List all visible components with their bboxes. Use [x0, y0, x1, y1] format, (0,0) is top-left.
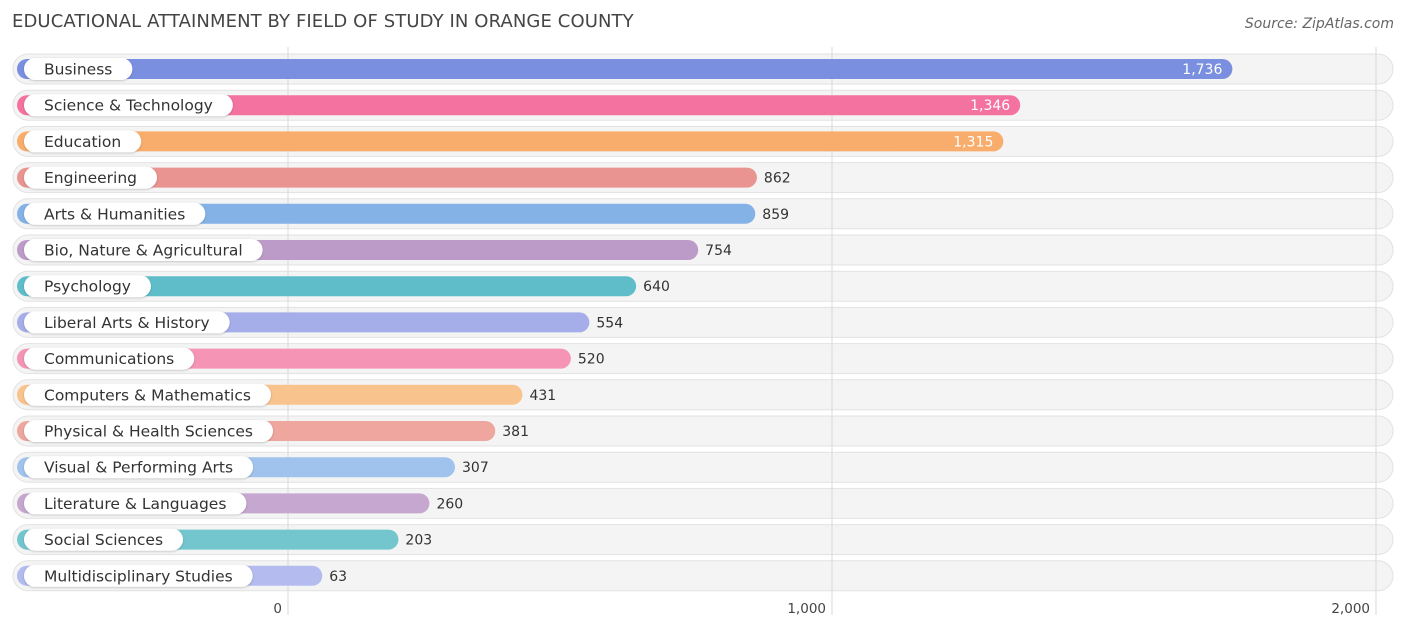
category-label: Social Sciences	[44, 531, 163, 549]
chart-title: EDUCATIONAL ATTAINMENT BY FIELD OF STUDY…	[12, 11, 634, 32]
value-label: 63	[329, 569, 347, 585]
category-pill	[24, 130, 142, 153]
bar	[17, 276, 637, 297]
category-pill	[24, 564, 253, 587]
category-pill	[24, 166, 157, 189]
source-label: Source: ZipAtlas.com	[1244, 16, 1394, 32]
category-pill	[24, 94, 233, 117]
category-label: Multidisciplinary Studies	[44, 567, 233, 585]
x-tick-label: 0	[273, 601, 282, 617]
value-label: 520	[578, 352, 605, 368]
value-label: 431	[529, 388, 556, 404]
bar	[17, 131, 1004, 152]
category-label: Engineering	[44, 169, 137, 187]
value-label: 554	[596, 315, 623, 331]
category-label: Visual & Performing Arts	[44, 459, 233, 477]
category-pill	[24, 383, 271, 406]
value-label: 1,315	[953, 134, 993, 150]
value-label: 862	[764, 171, 791, 187]
category-label: Bio, Nature & Agricultural	[44, 242, 243, 260]
x-tick-label: 2,000	[1331, 601, 1370, 617]
category-pill	[24, 528, 184, 551]
bar	[17, 59, 1233, 79]
category-label: Psychology	[44, 278, 131, 296]
value-label: 1,736	[1182, 62, 1222, 78]
category-label: Physical & Health Sciences	[44, 423, 253, 441]
value-label: 307	[462, 460, 489, 476]
category-label: Arts & Humanities	[44, 205, 185, 223]
bar	[17, 95, 1021, 116]
category-pill	[24, 202, 206, 225]
category-pill	[24, 239, 263, 261]
category-label: Liberal Arts & History	[44, 314, 210, 332]
bar	[17, 167, 757, 188]
category-label: Education	[44, 133, 121, 151]
value-label: 381	[502, 424, 529, 440]
x-tick-label: 1,000	[787, 601, 826, 617]
category-pill	[24, 492, 247, 515]
category-label: Literature & Languages	[44, 495, 226, 513]
value-label: 640	[643, 279, 670, 295]
category-label: Computers & Mathematics	[44, 386, 251, 404]
value-label: 1,346	[970, 98, 1010, 114]
value-label: 260	[436, 496, 463, 512]
category-label: Science & Technology	[44, 97, 213, 115]
value-label: 859	[762, 207, 789, 223]
value-label: 203	[405, 533, 432, 549]
row-track	[12, 560, 1394, 592]
category-pill	[24, 456, 254, 479]
category-label: Business	[44, 61, 112, 79]
value-label: 754	[705, 243, 732, 259]
category-pill	[24, 58, 133, 80]
category-pill	[24, 275, 151, 298]
category-pill	[24, 311, 230, 334]
category-pill	[24, 420, 273, 442]
category-pill	[24, 347, 195, 370]
category-label: Communications	[44, 350, 174, 368]
